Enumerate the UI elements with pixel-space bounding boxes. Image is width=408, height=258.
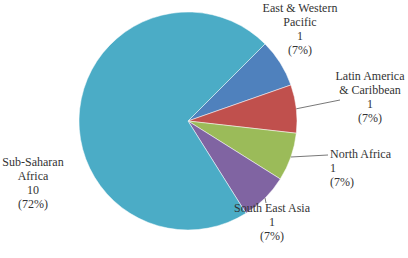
svg-text:Latin America& Caribbean1(7%): Latin America& Caribbean1(7%) (336, 69, 400, 125)
svg-text:Sub-SaharanAfrica10(72%): Sub-SaharanAfrica10(72%) (8, 155, 64, 211)
svg-text:South East Asia1(7%): South East Asia1(7%) (234, 201, 311, 243)
svg-text:North Africa1(7%): North Africa1(7%) (330, 147, 392, 189)
svg-text:East & WesternPacific1(7%): East & WesternPacific1(7%) (263, 1, 338, 57)
